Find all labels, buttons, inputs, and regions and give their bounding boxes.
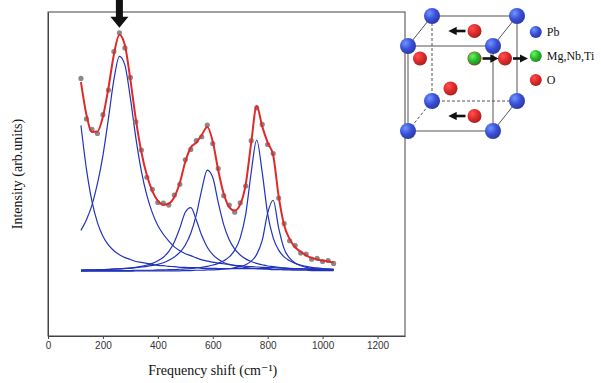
- y-axis: [48, 13, 49, 337]
- y-axis-title: Intensity (arb.units): [10, 118, 26, 229]
- atom: [444, 82, 458, 96]
- x-tick-label: 1200: [367, 340, 390, 351]
- legend-swatch: [530, 26, 542, 38]
- plot-marks: [78, 30, 336, 271]
- x-tick: 1000: [312, 336, 335, 351]
- fit-line: [81, 35, 334, 263]
- displacement-arrow: [453, 115, 466, 118]
- atom: [468, 24, 482, 38]
- x-axis-title: Frequency shift (cm⁻¹): [148, 363, 277, 379]
- atom: [485, 123, 501, 139]
- atom: [413, 52, 427, 66]
- x-tick-mark: [158, 336, 159, 339]
- x-tick: 600: [205, 336, 222, 351]
- peak-arrow: [110, 0, 128, 28]
- displacement-arrow: [483, 57, 495, 60]
- atom: [468, 52, 482, 66]
- cell-edge: [408, 46, 409, 131]
- x-tick: 200: [95, 336, 112, 351]
- atom: [468, 109, 482, 123]
- scatter-series: [78, 30, 336, 266]
- atom: [400, 38, 416, 54]
- x-tick: 800: [260, 336, 277, 351]
- atom: [509, 8, 525, 24]
- atom: [509, 93, 525, 109]
- component-line: [81, 200, 334, 271]
- x-tick-label: 200: [95, 340, 112, 351]
- x-tick: 0: [46, 336, 52, 351]
- x-axis: 0 200 400 600 800 1000 1200: [46, 336, 406, 351]
- cell-edge: [432, 101, 517, 102]
- atom: [424, 93, 440, 109]
- x-tick-label: 1000: [312, 340, 335, 351]
- background: [0, 0, 601, 383]
- x-tick-label: 0: [46, 340, 52, 351]
- atom: [424, 8, 440, 24]
- legend-swatch: [530, 50, 542, 62]
- atom: [498, 52, 512, 66]
- x-tick-label: 600: [205, 340, 222, 351]
- cell-edge: [432, 16, 517, 17]
- x-tick-label: 800: [260, 340, 277, 351]
- legend-label: Pb: [547, 25, 560, 39]
- x-tick-label: 400: [150, 340, 167, 351]
- component-line: [81, 56, 334, 269]
- legend-swatch: [530, 74, 542, 86]
- displacement-arrow: [513, 57, 524, 60]
- component-line: [81, 140, 334, 271]
- crystal-inset: [400, 8, 525, 139]
- cell-edge: [408, 46, 493, 47]
- x-tick-mark: [378, 336, 379, 339]
- atom: [468, 52, 481, 65]
- component-line: [81, 208, 334, 271]
- x-axis-line: [49, 336, 406, 337]
- cell-edge: [432, 16, 433, 101]
- component-line: [81, 170, 334, 270]
- x-tick-mark: [103, 336, 104, 339]
- cell-edge: [408, 131, 493, 132]
- x-tick: 400: [150, 336, 167, 351]
- atom: [485, 38, 501, 54]
- chart: 0 200 400 600 800 1000 1200 Intensity (arb.unit…: [0, 0, 601, 383]
- x-tick-mark: [268, 336, 269, 339]
- legend-label: O: [547, 73, 556, 87]
- x-tick-mark: [213, 336, 214, 339]
- data-point: [78, 76, 83, 81]
- plot-frame: [48, 12, 405, 336]
- legend-label: Mg,Nb,Ti: [547, 49, 595, 63]
- displacement-arrow: [453, 30, 466, 33]
- y-axis-line: [48, 13, 49, 337]
- atom: [400, 123, 416, 139]
- x-tick: 1200: [367, 336, 390, 351]
- inset-legend: Pb Mg,Nb,Ti O: [530, 25, 595, 87]
- x-tick-mark: [323, 336, 324, 339]
